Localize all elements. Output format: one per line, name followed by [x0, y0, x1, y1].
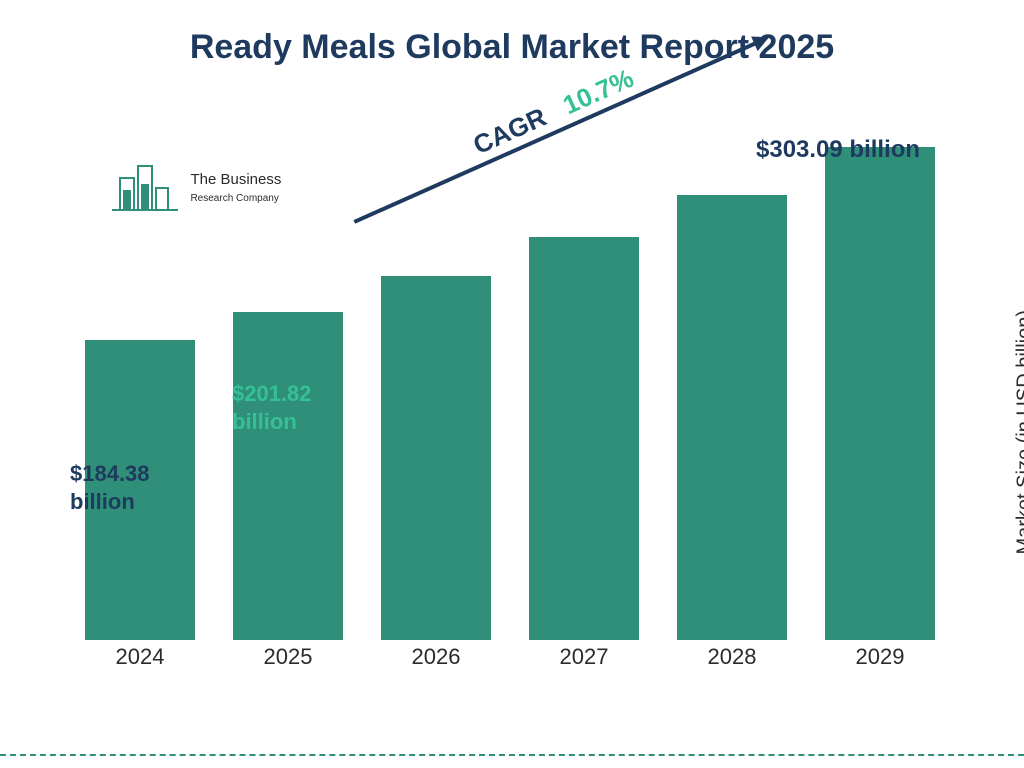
bar-slot — [524, 237, 644, 640]
bar — [677, 195, 787, 640]
bar — [529, 237, 639, 640]
x-tick-label: 2028 — [672, 644, 792, 680]
bottom-divider — [0, 754, 1024, 756]
chart-container: Ready Meals Global Market Report 2025 Th… — [0, 0, 1024, 768]
y-axis-label: Market Size (in USD billion) — [1014, 310, 1024, 555]
bar-slot — [228, 312, 348, 640]
bar-slot — [376, 276, 496, 640]
bar — [825, 147, 935, 640]
value-label: $184.38billion — [70, 460, 150, 515]
value-label: $201.82billion — [232, 380, 312, 435]
x-axis-labels: 2024 2025 2026 2027 2028 2029 — [80, 644, 940, 680]
x-tick-label: 2029 — [820, 644, 940, 680]
x-tick-label: 2024 — [80, 644, 200, 680]
x-tick-label: 2027 — [524, 644, 644, 680]
x-tick-label: 2026 — [376, 644, 496, 680]
chart-plot-area: 2024 2025 2026 2027 2028 2029 — [80, 120, 940, 680]
chart-title: Ready Meals Global Market Report 2025 — [0, 28, 1024, 67]
bar-slot — [672, 195, 792, 640]
x-tick-label: 2025 — [228, 644, 348, 680]
bar — [233, 312, 343, 640]
bar-slot — [820, 147, 940, 640]
value-label: $303.09 billion — [756, 135, 920, 165]
bar — [381, 276, 491, 640]
bars-group — [80, 120, 940, 640]
